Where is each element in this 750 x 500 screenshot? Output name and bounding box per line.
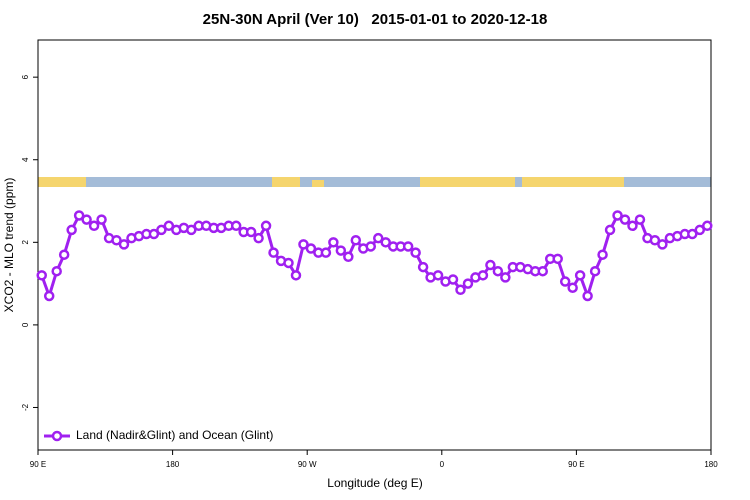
data-point: [410, 247, 421, 258]
data-point: [81, 214, 92, 225]
data-point: [589, 265, 601, 277]
data-point: [186, 224, 197, 236]
y-tick-label: 6: [21, 74, 30, 79]
data-point: [694, 224, 706, 236]
data-point: [432, 270, 444, 281]
data-point: [559, 276, 571, 287]
data-point: [500, 272, 511, 283]
data-point: [88, 220, 100, 232]
data-point: [612, 210, 623, 221]
data-point: [350, 235, 362, 246]
land: [420, 177, 515, 187]
x-tick-label: 90 E: [30, 460, 46, 469]
y-tick-label: -2: [21, 403, 30, 411]
data-point: [245, 226, 257, 238]
data-point: [582, 290, 593, 302]
data-point: [447, 274, 459, 285]
ocean: [38, 177, 711, 187]
data-point: [574, 270, 586, 281]
data-point: [230, 220, 242, 232]
land: [38, 177, 86, 187]
data-point: [163, 220, 175, 232]
data-point: [634, 214, 646, 225]
data-point: [51, 265, 62, 277]
data-point: [649, 235, 661, 246]
data-point: [552, 253, 563, 265]
data-point: [156, 224, 167, 236]
data-point: [96, 214, 107, 225]
data-point: [36, 270, 47, 281]
data-point: [492, 265, 504, 277]
data-point: [58, 249, 70, 260]
data-point: [462, 278, 474, 289]
data-point: [455, 284, 466, 296]
y-tick-label: 4: [21, 157, 30, 162]
data-point: [417, 261, 429, 273]
y-tick-label: 0: [21, 322, 30, 327]
x-tick-label: 90 E: [568, 460, 584, 469]
data-point: [148, 228, 160, 240]
data-point: [372, 232, 384, 244]
data-point: [619, 214, 631, 225]
data-point: [567, 282, 578, 293]
data-point: [380, 237, 391, 248]
x-axis-label: Longitude (deg E): [327, 476, 422, 490]
y-tick-label: 2: [21, 240, 30, 245]
x-tick-label: 90 W: [298, 460, 317, 469]
data-point: [283, 257, 294, 269]
plot-frame: [37, 39, 712, 451]
data-point: [268, 247, 279, 258]
land: [522, 177, 624, 187]
data-point: [320, 247, 332, 258]
data-point: [687, 228, 698, 240]
data-point: [604, 224, 616, 236]
data-point: [537, 265, 548, 277]
data-point: [260, 220, 272, 232]
x-tick-label: 180: [704, 460, 718, 469]
data-point: [485, 259, 496, 271]
data-point: [477, 270, 489, 281]
land: [272, 177, 300, 187]
data-point: [111, 235, 122, 246]
x-tick-label: 180: [166, 460, 180, 469]
legend-marker: [51, 430, 63, 442]
data-point: [253, 232, 264, 244]
land: [312, 180, 324, 187]
land-ocean-band: [38, 177, 711, 187]
y-axis-label: XCO2 - MLO trend (ppm): [2, 178, 16, 313]
data-point: [365, 241, 377, 252]
data-point: [702, 220, 713, 232]
data-point: [657, 239, 668, 250]
data-point: [402, 241, 414, 252]
data-point: [43, 290, 55, 302]
data-point: [290, 270, 302, 281]
chart-title: 25N-30N April (Ver 10) 2015-01-01 to 202…: [203, 11, 548, 28]
data-point: [335, 245, 347, 256]
legend-label: Land (Nadir&Glint) and Ocean (Glint): [76, 428, 273, 442]
x-tick-label: 0: [440, 460, 445, 469]
data-point: [627, 220, 638, 232]
data-point: [73, 210, 85, 221]
data-point: [597, 249, 608, 260]
data-point: [343, 251, 354, 263]
data-point: [298, 239, 309, 250]
data-point: [305, 243, 317, 254]
data-point: [66, 224, 77, 236]
data-point: [328, 237, 339, 248]
data-point: [118, 239, 130, 250]
